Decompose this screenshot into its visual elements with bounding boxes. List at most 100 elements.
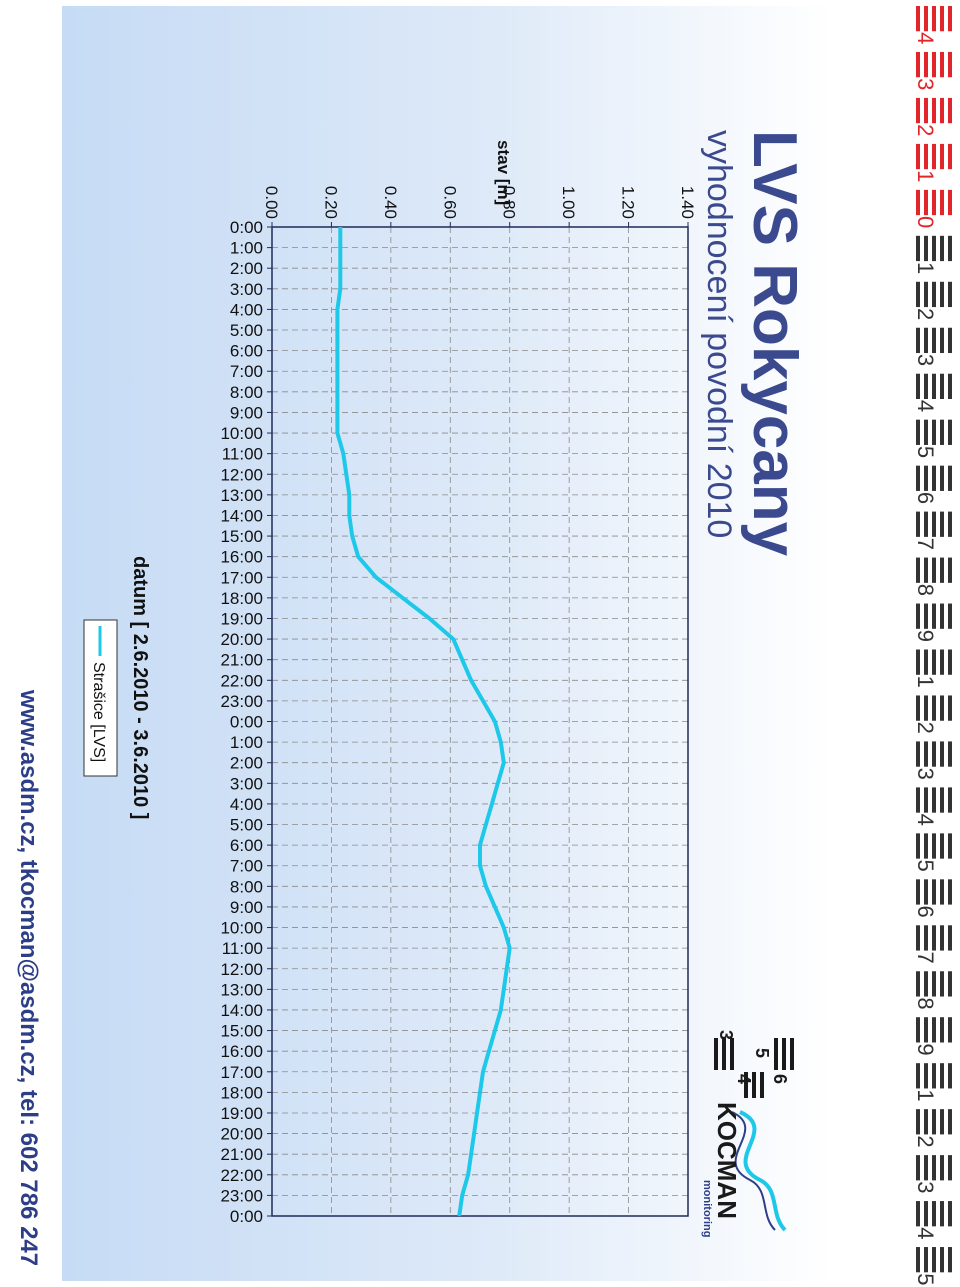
ruler-tick	[940, 143, 944, 170]
ruler-tick	[932, 327, 936, 354]
ruler-tick	[932, 235, 936, 262]
y-tick-label: 0.40	[381, 186, 400, 219]
ruler-tick	[924, 649, 928, 675]
ruler-tick	[924, 235, 928, 262]
ruler-label: 8	[913, 584, 938, 596]
ruler-tick	[924, 603, 928, 629]
ruler-tick	[916, 787, 920, 813]
ruler-tick	[940, 603, 944, 629]
ruler-tick	[940, 465, 944, 491]
ruler-tick	[924, 741, 928, 767]
ruler-tick	[932, 1247, 936, 1273]
x-tick-label: 19:00	[220, 1104, 263, 1123]
x-tick-label: 5:00	[230, 321, 263, 340]
x-tick-label: 18:00	[220, 589, 263, 608]
ruler-tick	[932, 925, 936, 951]
ruler-label: 5	[913, 1273, 938, 1285]
x-tick-label: 12:00	[220, 465, 263, 484]
ruler-label: 1	[913, 170, 938, 182]
ruler-tick	[940, 6, 944, 32]
ruler-label: 1	[913, 676, 938, 688]
ruler-tick	[948, 143, 952, 170]
ruler-tick	[916, 419, 920, 445]
ruler-label: 8	[913, 997, 938, 1009]
ruler-tick	[916, 741, 920, 767]
ruler-tick	[948, 189, 952, 216]
ruler-tick	[924, 1109, 928, 1135]
ruler-tick	[924, 879, 928, 905]
ruler-tick	[948, 1109, 952, 1135]
y-tick-label: 1.00	[559, 186, 578, 219]
ruler-label: 5	[913, 860, 938, 872]
ruler-tick	[940, 787, 944, 813]
ruler-tick	[932, 143, 936, 170]
ruler-tick	[948, 1017, 952, 1043]
ruler-tick	[948, 1063, 952, 1089]
ruler-tick	[940, 971, 944, 997]
ruler-tick	[932, 1017, 936, 1043]
ruler-tick	[940, 1063, 944, 1089]
x-tick-label: 12:00	[220, 960, 263, 979]
x-tick-label: 9:00	[230, 898, 263, 917]
ruler-tick	[940, 649, 944, 675]
ruler-tick	[932, 1063, 936, 1089]
ruler-tick	[916, 6, 920, 32]
x-tick-label: 17:00	[220, 1063, 263, 1082]
ruler-tick	[940, 741, 944, 767]
x-tick-label: 11:00	[222, 939, 263, 958]
ruler-tick	[924, 465, 928, 491]
ruler-label: 6	[913, 905, 938, 917]
ruler-label: 9	[913, 1043, 938, 1055]
x-tick-label: 6:00	[230, 342, 263, 361]
ruler-tick	[916, 1063, 920, 1089]
ruler-tick	[932, 603, 936, 629]
ruler-tick	[916, 51, 920, 78]
ruler-tick	[932, 787, 936, 813]
ruler-tick	[940, 695, 944, 721]
ruler-tick	[932, 971, 936, 997]
ruler-tick	[924, 189, 928, 216]
ruler-tick	[940, 925, 944, 951]
ruler-tick	[948, 465, 952, 491]
ruler-tick	[940, 511, 944, 537]
ruler-label: 3	[913, 78, 938, 90]
ruler-tick	[916, 649, 920, 675]
ruler-tick	[932, 373, 936, 399]
y-tick-label: 0.20	[321, 186, 340, 219]
ruler-label: 2	[913, 124, 938, 136]
logo-scale-icon	[714, 1038, 794, 1098]
ruler-tick	[948, 879, 952, 905]
ruler-tick	[948, 1201, 952, 1227]
ruler-tick	[932, 1109, 936, 1135]
ruler-tick	[916, 1247, 920, 1273]
ruler-label: 2	[913, 1135, 938, 1147]
x-tick-label: 0:00	[230, 713, 263, 732]
ruler-tick	[924, 1201, 928, 1227]
ruler-tick	[916, 189, 920, 216]
ruler-tick	[948, 235, 952, 262]
y-tick-label: 0.80	[500, 186, 519, 219]
x-tick-label: 14:00	[220, 506, 263, 525]
x-tick-label: 23:00	[220, 692, 263, 711]
ruler-tick	[916, 1109, 920, 1135]
x-tick-label: 7:00	[230, 362, 263, 381]
ruler-tick	[932, 465, 936, 491]
y-axis-label: stav [m]	[494, 140, 513, 205]
ruler-tick	[940, 833, 944, 859]
x-tick-label: 19:00	[220, 609, 263, 628]
x-tick-label: 15:00	[220, 1022, 263, 1041]
x-tick-label: 13:00	[220, 486, 263, 505]
kocman-logo: 6 5 4 3 KOCMAN monitoring	[701, 1030, 794, 1237]
x-tick-label: 1:00	[230, 733, 263, 752]
x-tick-label: 3:00	[230, 774, 263, 793]
x-tick-label: 22:00	[220, 671, 263, 690]
measuring-ruler: 4 3 2 1 0 1 2 3 4 5 6 7 8 9 1 2 3 4 5 6 7 8 9 1 2 3 4 5	[860, 0, 960, 1287]
ruler-tick	[948, 281, 952, 308]
ruler-tick	[924, 6, 928, 32]
x-tick-label: 2:00	[230, 754, 263, 773]
x-tick-label: 2:00	[230, 259, 263, 278]
ruler-tick	[948, 97, 952, 124]
ruler-tick	[940, 419, 944, 445]
ruler-tick	[924, 557, 928, 583]
ruler-label: 4	[913, 400, 938, 412]
